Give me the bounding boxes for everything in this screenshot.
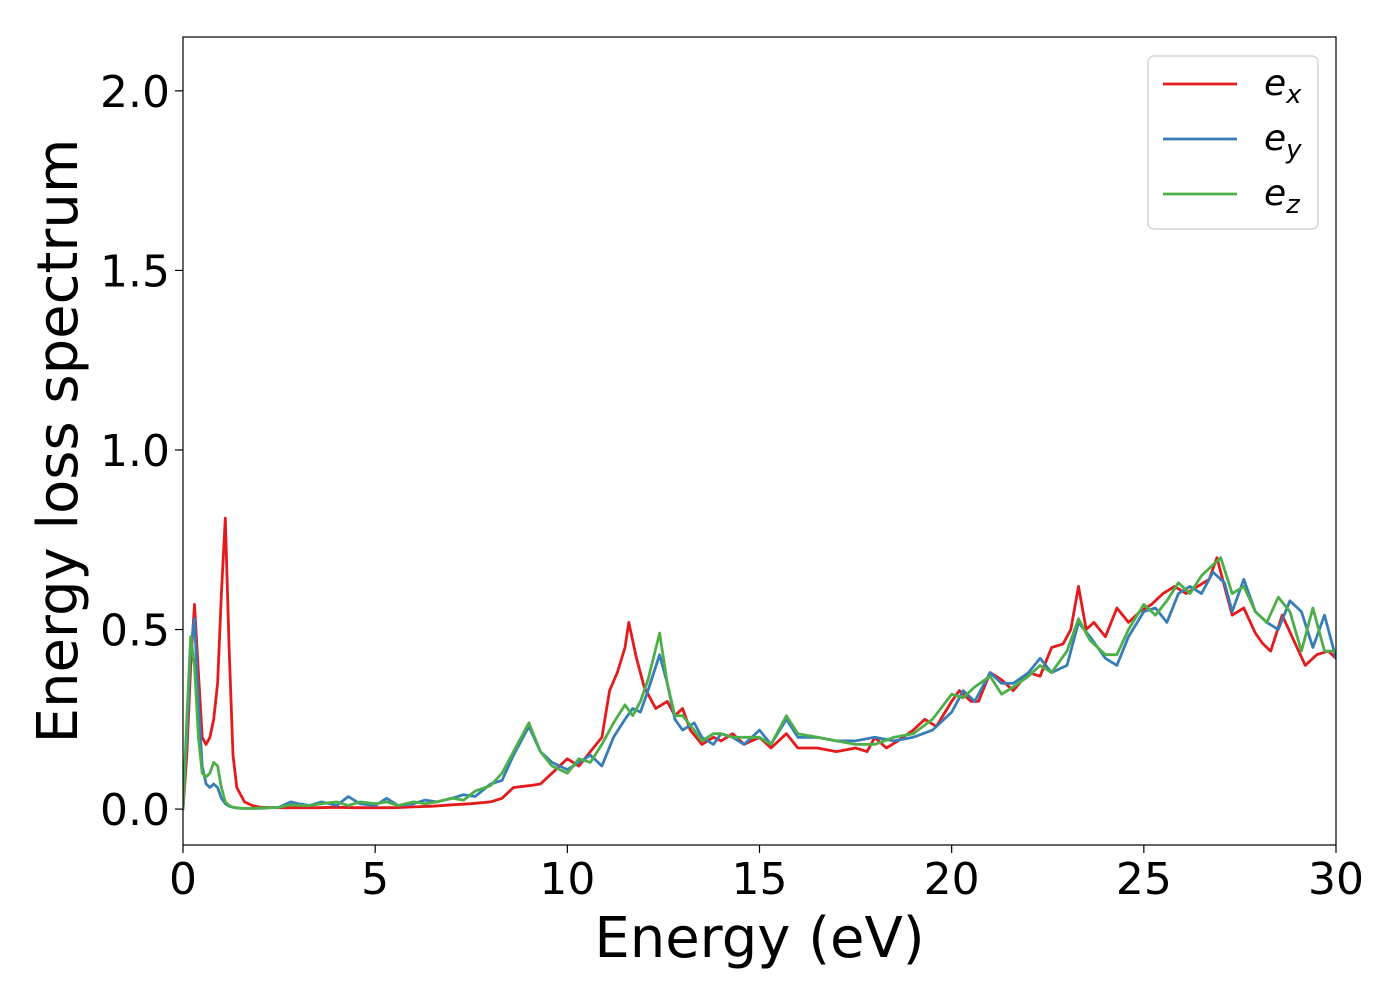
y-tick-label: 1.5 <box>100 246 170 297</box>
y-tick-label: 0.5 <box>100 606 170 657</box>
legend-label-y: ey <box>1264 118 1302 165</box>
legend-label-x: ex <box>1264 63 1302 110</box>
x-axis: 0 5 10 15 20 25 30 <box>169 845 1364 905</box>
x-tick-label: 0 <box>169 854 197 905</box>
legend-frame <box>1147 55 1319 230</box>
y-tick-label: 1.0 <box>100 426 170 477</box>
series-layer <box>183 516 1336 811</box>
x-tick-label: 15 <box>732 854 788 905</box>
y-axis-title: Energy loss spectrum <box>26 139 91 744</box>
x-tick-label: 25 <box>1116 854 1172 905</box>
x-axis-title: Energy (eV) <box>594 906 924 971</box>
x-tick-label: 30 <box>1308 854 1364 905</box>
legend-label-z: ez <box>1264 173 1301 220</box>
x-tick-label: 20 <box>924 854 980 905</box>
x-tick-label: 10 <box>539 854 595 905</box>
x-tick-label: 5 <box>361 854 389 905</box>
y-tick-label: 2.0 <box>100 67 170 118</box>
y-tick-label: 0.0 <box>100 785 170 836</box>
series-line-z <box>183 556 1336 811</box>
y-axis: 0.0 0.5 1.0 1.5 2.0 <box>100 67 183 836</box>
series-line-y <box>183 570 1336 811</box>
legend: ex ey ez <box>1147 55 1319 230</box>
